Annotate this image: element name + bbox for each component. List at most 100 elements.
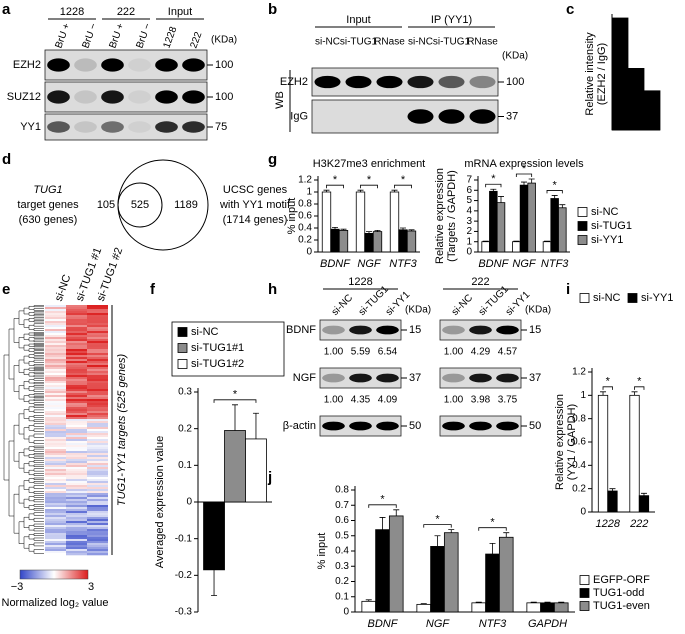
heatmap-cell bbox=[87, 305, 108, 308]
heatmap-cell bbox=[66, 513, 87, 516]
heatmap-cell bbox=[66, 359, 87, 362]
legend-swatch bbox=[579, 601, 590, 611]
x-tick-label: NTF3 bbox=[541, 258, 569, 270]
y-tick-label: 0.8 bbox=[572, 413, 586, 424]
group-label: 222 bbox=[471, 276, 489, 288]
band bbox=[182, 121, 205, 133]
heatmap-cell bbox=[87, 435, 108, 438]
band bbox=[442, 325, 465, 335]
x-tick-label: BDNF bbox=[320, 258, 351, 270]
band bbox=[47, 58, 70, 72]
bar bbox=[375, 529, 390, 613]
lane-label: si-NC bbox=[315, 37, 340, 48]
y-tick-label: -0.3 bbox=[175, 607, 193, 618]
marker-label: 75 bbox=[215, 121, 227, 133]
heatmap-cell bbox=[45, 413, 66, 416]
heatmap-cell bbox=[87, 401, 108, 404]
heatmap-cell bbox=[87, 535, 108, 538]
panel-label: g bbox=[268, 151, 277, 168]
error-bar bbox=[400, 227, 406, 230]
heatmap-cell bbox=[66, 519, 87, 522]
heatmap-cell bbox=[66, 523, 87, 526]
heatmap-cell bbox=[87, 327, 108, 330]
x-tick-label: NTF3 bbox=[479, 618, 507, 630]
heatmap-cell bbox=[87, 491, 108, 494]
error-bar bbox=[434, 535, 441, 547]
heatmap-cell bbox=[45, 511, 66, 514]
venn-count: 525 bbox=[131, 199, 149, 211]
heatmap-cell bbox=[45, 373, 66, 376]
significance-mark: * bbox=[637, 376, 642, 388]
heatmap-cell bbox=[66, 441, 87, 444]
heatmap-cell bbox=[45, 519, 66, 522]
heatmap-cell bbox=[66, 463, 87, 466]
heatmap-cell bbox=[66, 311, 87, 314]
heatmap-cell bbox=[66, 369, 87, 372]
heatmap-cell bbox=[87, 407, 108, 410]
heatmap-cell bbox=[45, 403, 66, 406]
heatmap-cell bbox=[45, 367, 66, 370]
error-bar bbox=[600, 391, 607, 396]
heatmap-cell bbox=[45, 375, 66, 378]
heatmap-cell bbox=[45, 315, 66, 318]
heatmap-cell bbox=[87, 537, 108, 540]
heatmap-cell bbox=[87, 337, 108, 340]
y-tick-label: 0.4 bbox=[572, 460, 586, 471]
y-tick-label: 0.6 bbox=[335, 515, 349, 526]
heatmap-cell bbox=[45, 469, 66, 472]
error-bar bbox=[528, 178, 535, 184]
y-tick-label: 0.3 bbox=[178, 387, 192, 398]
heatmap-cell bbox=[87, 445, 108, 448]
y-tick-label: 5 bbox=[466, 195, 472, 206]
y-tick-label: 0 bbox=[466, 247, 472, 258]
error-bar bbox=[521, 181, 527, 186]
heatmap-cell bbox=[45, 357, 66, 360]
heatmap-cell bbox=[87, 443, 108, 446]
scale-label: −3 bbox=[11, 581, 24, 593]
lane-label: 222 bbox=[188, 30, 204, 50]
heatmap-cell bbox=[87, 499, 108, 502]
heatmap-cell bbox=[66, 421, 87, 424]
legend-swatch bbox=[577, 235, 588, 245]
band bbox=[322, 421, 345, 431]
heatmap-cell bbox=[87, 433, 108, 436]
heatmap-cell bbox=[45, 325, 66, 328]
heatmap-cell bbox=[66, 349, 87, 352]
ratio-label: 4.29 bbox=[471, 347, 491, 358]
band bbox=[376, 421, 399, 431]
heatmap-cell bbox=[66, 515, 87, 518]
heatmap-cell bbox=[45, 363, 66, 366]
venn-label: UCSC genes bbox=[223, 184, 288, 196]
y-axis-label: (Targets / GAPDH) bbox=[446, 170, 458, 262]
row-label: IgG bbox=[290, 110, 308, 122]
heatmap-cell bbox=[66, 453, 87, 456]
significance-bracket bbox=[394, 184, 412, 189]
band bbox=[74, 121, 97, 133]
heatmap-cell bbox=[87, 457, 108, 460]
y-tick-label: 0.2 bbox=[178, 423, 192, 434]
heatmap-cell bbox=[87, 313, 108, 316]
heatmap-cell bbox=[87, 473, 108, 476]
heatmap-cell bbox=[66, 397, 87, 400]
heatmap-cell bbox=[87, 373, 108, 376]
heatmap-cell bbox=[66, 547, 87, 550]
heatmap-cell bbox=[87, 381, 108, 384]
heatmap-cell bbox=[87, 409, 108, 412]
y-tick-label: 1 bbox=[580, 390, 586, 401]
band bbox=[469, 109, 496, 124]
error-bar bbox=[448, 529, 455, 533]
heatmap-cell bbox=[66, 483, 87, 486]
significance-mark: * bbox=[233, 389, 238, 401]
bar bbox=[398, 229, 408, 253]
heatmap-cell bbox=[87, 437, 108, 440]
heatmap-cell bbox=[87, 347, 108, 350]
x-tick-label: 1228 bbox=[596, 518, 621, 530]
band bbox=[155, 58, 178, 72]
legend-label: si-NC bbox=[191, 326, 219, 338]
heatmap-cell bbox=[66, 405, 87, 408]
significance-mark: * bbox=[553, 179, 558, 191]
heatmap-cell bbox=[66, 347, 87, 350]
unit-label: (KDa) bbox=[405, 305, 431, 316]
heatmap-cell bbox=[87, 371, 108, 374]
heatmap-cell bbox=[45, 401, 66, 404]
